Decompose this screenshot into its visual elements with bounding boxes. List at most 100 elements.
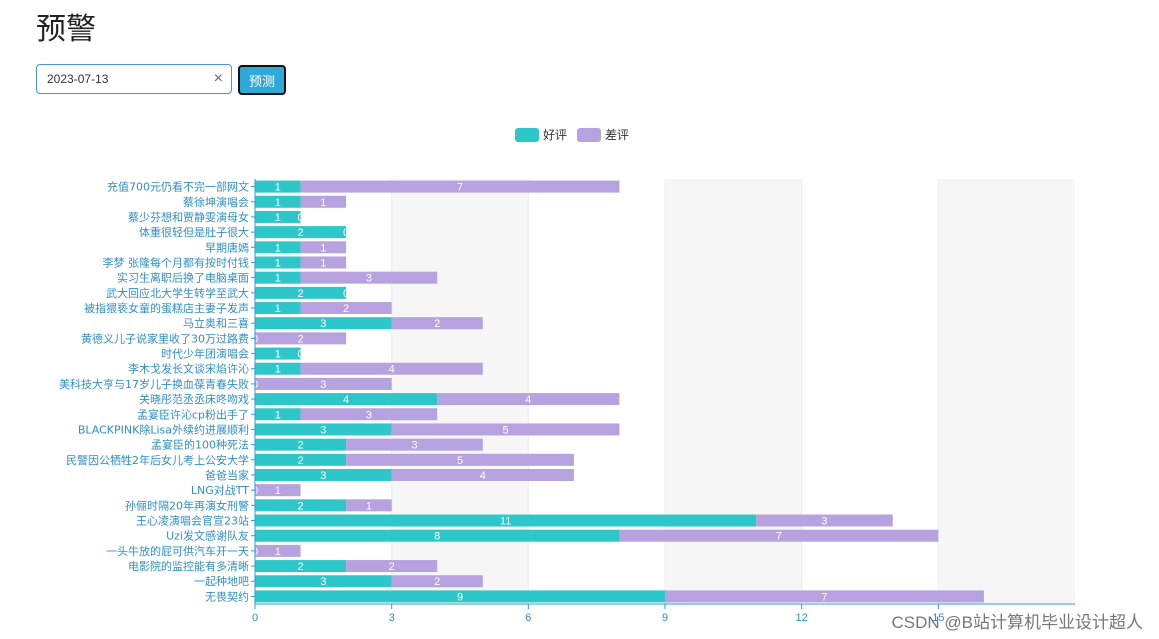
data-label-good: 1 [275, 182, 281, 194]
bar-bad [300, 408, 438, 421]
bar-bad [346, 438, 483, 451]
data-label-bad: 3 [366, 409, 372, 421]
page-title: 预警 [36, 13, 96, 46]
bar-good [255, 195, 301, 208]
bar-good [255, 362, 301, 375]
bar-good [255, 226, 347, 239]
bar-bad [300, 241, 347, 254]
data-label-bad: 0 [297, 349, 303, 361]
x-tick-label: 6 [525, 612, 531, 624]
category-label: 孟宴臣许沁cp粉出手了 [137, 407, 249, 421]
data-label-bad: 1 [320, 242, 326, 254]
clear-icon[interactable]: × [213, 70, 223, 87]
data-label-good: 1 [275, 364, 281, 376]
category-label: 武大回应北大学生转学至武大 [106, 286, 249, 300]
x-tick-label: 9 [662, 612, 668, 624]
data-label-good: 2 [297, 500, 303, 512]
bar-good [255, 438, 347, 451]
data-label-bad: 2 [343, 303, 349, 315]
legend-item-good[interactable]: 好评 [515, 126, 567, 143]
bar-bad [255, 544, 301, 557]
category-label: 一头牛放的屁可供汽车开一天 [106, 544, 249, 558]
data-label-bad: 7 [821, 591, 827, 603]
predict-button[interactable]: 预测 [238, 65, 286, 95]
category-label: 无畏契约 [205, 589, 249, 603]
bar-good [255, 347, 301, 360]
data-label-good: 3 [320, 470, 326, 482]
bar-good [255, 393, 438, 406]
legend-label-good: 好评 [543, 128, 568, 142]
bar-bad [346, 499, 392, 512]
data-label-good: 1 [275, 197, 281, 209]
data-label-bad: 0 [297, 212, 303, 224]
data-label-good: 2 [297, 288, 303, 300]
data-label-good: 1 [275, 349, 281, 361]
category-label: 一起种地吧 [194, 574, 249, 588]
x-tick-label: 15 [932, 612, 944, 624]
data-label-bad: 5 [502, 424, 508, 436]
category-label: 电影院的监控能有多清晰 [128, 559, 249, 573]
category-label: 民警因公牺牲2年后女儿考上公安大学 [66, 453, 249, 467]
category-label: 爸爸当家 [205, 468, 249, 482]
data-label-good: 3 [320, 424, 326, 436]
data-label-good: 1 [275, 212, 281, 224]
bar-bad [255, 377, 392, 390]
legend-item-bad[interactable]: 差评 [577, 126, 629, 143]
data-label-good: 1 [275, 273, 281, 285]
bar-good [255, 468, 392, 481]
split-area [938, 179, 1075, 604]
data-label-bad: 1 [320, 257, 326, 269]
legend-swatch-bad [577, 127, 602, 142]
data-label-bad: 4 [389, 364, 395, 376]
legend-swatch-good [515, 127, 539, 142]
x-tick-label: 12 [796, 612, 808, 624]
category-label: 马立奥和三喜 [183, 316, 249, 330]
data-label-good: 3 [320, 318, 326, 330]
bar-good [255, 210, 301, 223]
bar-good [255, 256, 301, 269]
data-label-bad: 0 [343, 227, 349, 239]
data-label-good: 11 [500, 516, 511, 528]
bar-good [255, 408, 301, 421]
data-label-bad: 4 [480, 470, 486, 482]
bar-bad [391, 423, 620, 436]
date-picker[interactable]: × [36, 64, 232, 94]
bar-good [255, 514, 757, 527]
bar-bad [391, 468, 574, 481]
category-label: 早期唐嫣 [205, 240, 249, 254]
data-label-good: 4 [343, 394, 349, 406]
chart-legend: 好评 差评 [515, 126, 639, 143]
category-label: 关晓彤范丞丞床咚吻戏 [139, 392, 249, 406]
data-label-bad: 7 [457, 182, 463, 194]
bar-good [255, 286, 347, 299]
bar-good [255, 317, 392, 330]
category-label: LNG对战TT [191, 483, 249, 497]
bar-bad [300, 271, 438, 284]
category-label: 实习生离职后换了电脑桌面 [117, 271, 249, 285]
bar-bad [619, 529, 939, 542]
data-label-bad: 4 [525, 394, 531, 406]
data-label-bad: 2 [297, 333, 303, 345]
category-label: 蔡少芬想和贾静雯演母女 [128, 210, 249, 224]
data-label-good: 9 [457, 591, 463, 603]
bar-bad [300, 302, 392, 315]
data-label-bad: 1 [366, 500, 372, 512]
x-tick-label: 3 [389, 612, 395, 624]
category-label: 黄德义儿子说家里收了30万过路费 [81, 331, 249, 345]
bar-good [255, 453, 347, 466]
bar-bad [300, 256, 347, 269]
data-label-bad: 1 [275, 546, 281, 558]
category-label: 体重很轻但是肚子很大 [139, 225, 249, 239]
bar-bad [300, 180, 620, 193]
data-label-good: 2 [297, 227, 303, 239]
data-label-bad: 3 [821, 516, 827, 528]
bar-bad [391, 575, 483, 588]
category-label: Uzi发文感谢队友 [166, 529, 249, 543]
data-label-good: 3 [320, 576, 326, 588]
category-label: 美科技大亨与17岁儿子换血葆青春失败 [59, 377, 249, 391]
data-label-bad: 1 [275, 485, 281, 497]
bar-bad [300, 195, 347, 208]
date-input[interactable] [37, 65, 217, 93]
bar-bad [391, 317, 483, 330]
